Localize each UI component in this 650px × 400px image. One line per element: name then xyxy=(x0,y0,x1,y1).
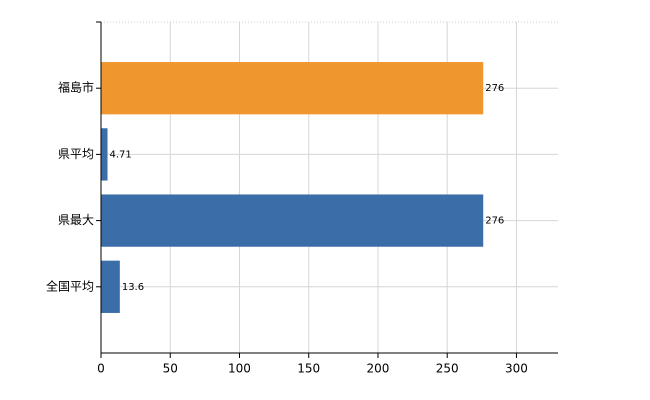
y-tick-label: 県最大 xyxy=(58,213,94,227)
value-label: 4.71 xyxy=(110,149,132,160)
y-tick-label: 全国平均 xyxy=(46,278,94,293)
x-tick-label: 100 xyxy=(228,362,251,376)
x-tick-label: 300 xyxy=(505,362,528,376)
x-tick-label: 150 xyxy=(297,362,320,376)
value-label: 276 xyxy=(485,83,504,94)
x-tick-label: 200 xyxy=(367,362,390,376)
x-tick-label: 0 xyxy=(97,362,105,376)
x-tick-label: 50 xyxy=(163,362,178,376)
x-tick-label: 250 xyxy=(436,362,459,376)
value-label: 276 xyxy=(485,216,504,227)
bar xyxy=(101,128,108,181)
y-tick-label: 県平均 xyxy=(58,147,94,161)
bar xyxy=(101,194,484,247)
value-label: 13.6 xyxy=(122,282,144,293)
y-tick-label: 福島市 xyxy=(58,80,94,95)
bar xyxy=(101,62,484,115)
bar xyxy=(101,260,120,313)
